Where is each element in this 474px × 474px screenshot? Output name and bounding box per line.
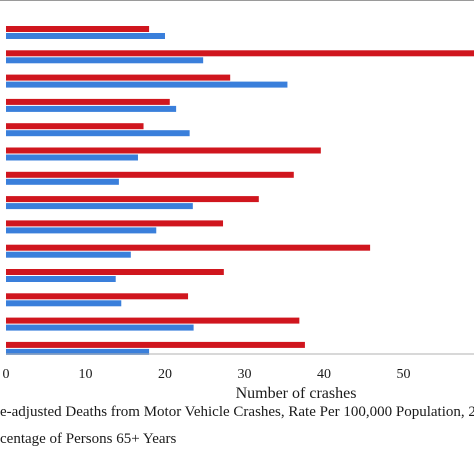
bar-persons65-11	[6, 276, 116, 282]
bar-persons65-4	[6, 105, 177, 112]
x-tick-label-0: 0	[3, 367, 10, 382]
bar-deaths-2	[6, 50, 474, 57]
bar-persons65-1	[6, 33, 165, 39]
bar-deaths-9	[6, 220, 224, 227]
bar-persons65-2	[6, 57, 204, 64]
x-tick-label-30: 30	[238, 367, 252, 382]
bar-persons65-8	[6, 203, 193, 210]
bar-deaths-7	[6, 171, 294, 178]
x-tick-label-20: 20	[158, 367, 172, 382]
bar-deaths-10	[6, 244, 371, 251]
legend-entry-persons65: centage of Persons 65+ Years	[0, 431, 177, 447]
bar-persons65-13	[6, 324, 194, 331]
legend: e-adjusted Deaths from Motor Vehicle Cra…	[0, 404, 474, 447]
bar-deaths-11	[6, 269, 224, 275]
bar-deaths-8	[6, 196, 259, 203]
bar-deaths-1	[6, 26, 150, 32]
bar-persons65-3	[6, 81, 288, 88]
x-tick-label-40: 40	[317, 367, 331, 382]
bar-persons65-10	[6, 251, 131, 258]
x-tick-label-50: 50	[397, 367, 411, 382]
bar-deaths-4	[6, 98, 170, 105]
bar-deaths-12	[6, 293, 189, 300]
bar-persons65-7	[6, 178, 119, 185]
bar-persons65-12	[6, 300, 122, 307]
bar-deaths-3	[6, 74, 231, 81]
bar-persons65-14	[6, 348, 150, 355]
bar-deaths-5	[6, 123, 144, 130]
bar-deaths-6	[6, 147, 321, 154]
bar-deaths-13	[6, 317, 300, 324]
legend-entry-deaths: e-adjusted Deaths from Motor Vehicle Cra…	[0, 404, 474, 420]
bar-persons65-6	[6, 154, 138, 161]
bars-group	[6, 26, 474, 355]
x-tick-labels: 0 10 20 30 40 50	[3, 367, 411, 382]
x-axis-title: Number of crashes	[236, 385, 357, 402]
x-tick-label-10: 10	[79, 367, 93, 382]
bar-persons65-9	[6, 227, 157, 234]
bar-persons65-5	[6, 130, 190, 137]
bar-deaths-14	[6, 341, 305, 348]
